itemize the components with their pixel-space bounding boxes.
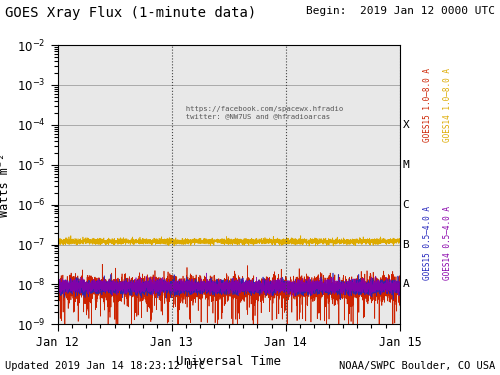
Y-axis label: Watts m⁻²: Watts m⁻² [0, 153, 12, 217]
Text: GOES14 1.0–8.0 A: GOES14 1.0–8.0 A [443, 68, 452, 141]
Text: A: A [402, 279, 409, 290]
Text: NOAA/SWPC Boulder, CO USA: NOAA/SWPC Boulder, CO USA [339, 361, 495, 371]
Text: Updated 2019 Jan 14 18:23:12 UTC: Updated 2019 Jan 14 18:23:12 UTC [5, 361, 205, 371]
Text: X: X [402, 120, 409, 130]
Text: https://facebook.com/spacewx.hfradio
  twitter: @NW7US and @hfradioarcas: https://facebook.com/spacewx.hfradio twi… [178, 106, 344, 120]
Text: GOES15 0.5–4.0 A: GOES15 0.5–4.0 A [423, 206, 432, 280]
Text: Begin:  2019 Jan 12 0000 UTC: Begin: 2019 Jan 12 0000 UTC [306, 6, 495, 16]
Text: GOES15 1.0–8.0 A: GOES15 1.0–8.0 A [423, 68, 432, 141]
Text: GOES Xray Flux (1-minute data): GOES Xray Flux (1-minute data) [5, 6, 256, 20]
X-axis label: Universal Time: Universal Time [176, 355, 281, 368]
Text: M: M [402, 160, 409, 170]
Text: C: C [402, 200, 409, 210]
Text: GOES14 0.5–4.0 A: GOES14 0.5–4.0 A [443, 206, 452, 280]
Text: B: B [402, 240, 409, 249]
